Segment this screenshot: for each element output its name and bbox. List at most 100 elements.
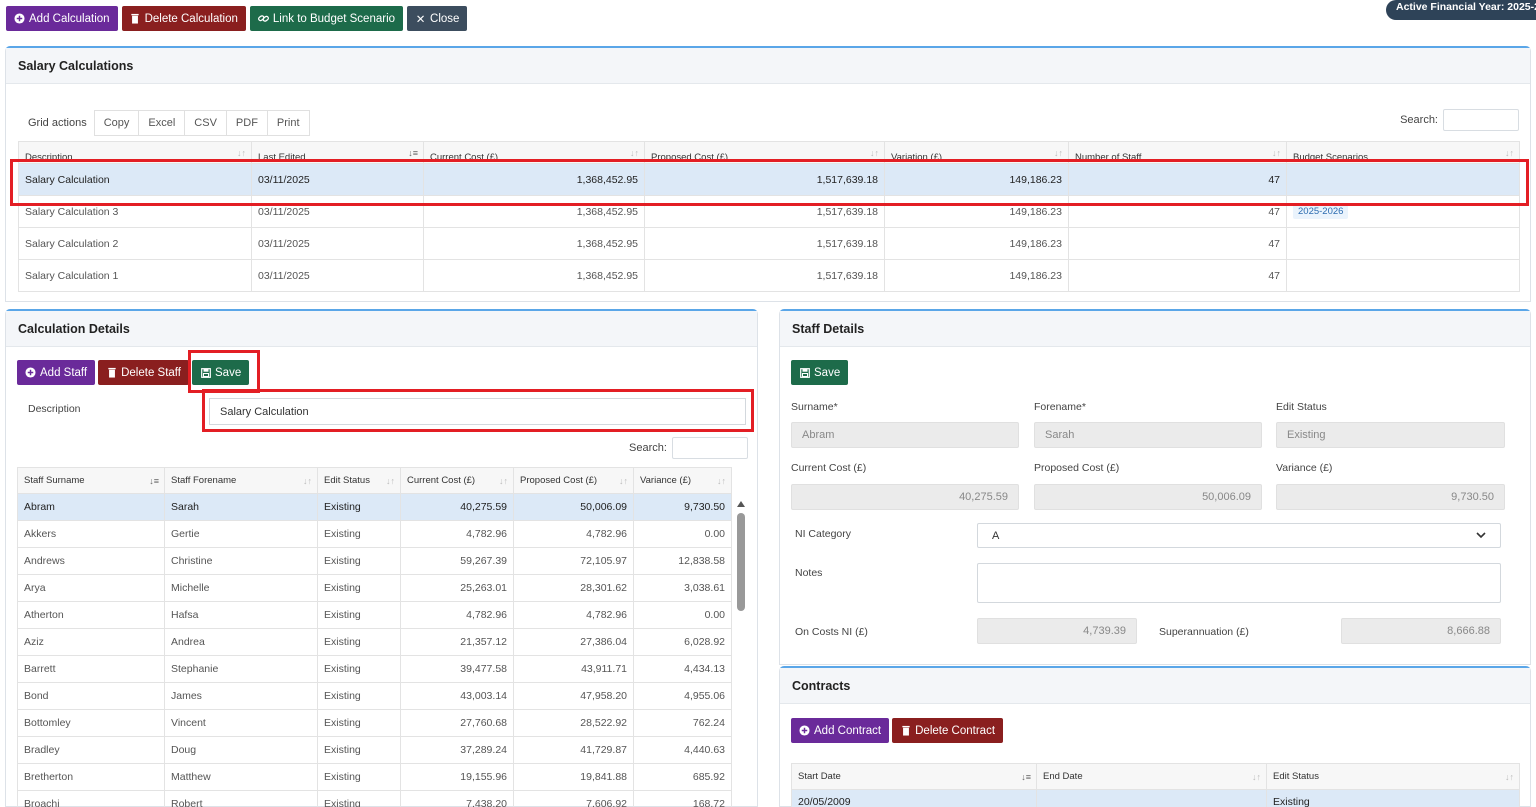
budget-scenario-badge[interactable]: 2025-2026 [1293, 204, 1349, 219]
column-header-number-of-staff[interactable]: Number of Staff ↓↑ [1068, 141, 1287, 164]
cell-staff-forename: Doug [164, 736, 318, 764]
ni-category-select[interactable]: A [977, 523, 1501, 548]
column-header-proposed-cost[interactable]: Proposed Cost (£) ↓↑ [513, 467, 634, 494]
table-row[interactable]: Abram Sarah Existing 40,275.59 50,006.09 9,73… [17, 493, 732, 521]
cell-variance: 12,838.58 [633, 547, 732, 575]
sort-icon: ↓↑ [1252, 771, 1261, 782]
column-header-edit-status[interactable]: Edit Status ↓↑ [1266, 763, 1520, 790]
add-contract-label: Add Contract [814, 724, 882, 737]
table-row[interactable]: Broachi Robert Existing 7,438.20 7,606.92 168… [17, 790, 732, 807]
table-row[interactable]: Salary Calculation 2 03/11/2025 1,368,45… [18, 227, 1520, 260]
cell-current-cost: 7,438.20 [400, 790, 514, 807]
proposed-cost-label: Proposed Cost (£) [1034, 462, 1120, 474]
column-header-variance[interactable]: Variance (£) ↓↑ [633, 467, 732, 494]
sort-icon: ↓↑ [1505, 147, 1514, 158]
delete-staff-button[interactable]: Delete Staff [98, 360, 189, 385]
table-row[interactable]: Aziz Andrea Existing 21,357.12 27,386.04 6,02… [17, 628, 732, 656]
cell-number-of-staff: 47 [1068, 227, 1287, 260]
cell-edit-status: Existing [317, 574, 401, 602]
cell-edit-status: Existing [317, 709, 401, 737]
column-header-current-cost[interactable]: Current Cost (£) ↓↑ [423, 141, 645, 164]
grid-action-print-button[interactable]: Print [266, 110, 310, 136]
table-row[interactable]: Bradley Doug Existing 37,289.24 41,729.87 4,4… [17, 736, 732, 764]
cell-edit-status: Existing [317, 655, 401, 683]
sort-asc-icon: ↓≡ [149, 475, 159, 486]
cell-staff-surname: Bretherton [17, 763, 165, 791]
cell-proposed-cost: 1,517,639.18 [644, 163, 885, 196]
ni-category-label: NI Category [795, 528, 852, 540]
column-header-start-date[interactable]: Start Date ↓≡ [791, 763, 1037, 790]
sort-icon: ↓↑ [303, 475, 312, 486]
table-row[interactable]: Bretherton Matthew Existing 19,155.96 19,841… [17, 763, 732, 791]
grid-action-pdf-button[interactable]: PDF [225, 110, 268, 136]
forename-field: Sarah [1034, 422, 1262, 448]
table-row[interactable]: Salary Calculation 3 03/11/2025 1,368,45… [18, 195, 1520, 228]
cell-staff-forename: James [164, 682, 318, 710]
grid-actions-label: Grid actions [28, 117, 87, 129]
table-row[interactable]: Arya Michelle Existing 25,263.01 28,301.62 3,… [17, 574, 732, 602]
column-header-description[interactable]: Description ↓↑ [18, 141, 252, 164]
table-row[interactable]: Salary Calculation 03/11/2025 1,368,452.… [18, 163, 1520, 196]
table-row[interactable]: Salary Calculation 1 03/11/2025 1,368,45… [18, 259, 1520, 292]
column-header-last-edited[interactable]: Last Edited ↓≡ [251, 141, 424, 164]
description-input[interactable]: Salary Calculation [209, 398, 746, 425]
chevron-down-icon [1476, 530, 1486, 542]
cell-staff-forename: Michelle [164, 574, 318, 602]
column-header-end-date[interactable]: End Date ↓↑ [1036, 763, 1267, 790]
column-header-edit-status[interactable]: Edit Status ↓↑ [317, 467, 401, 494]
calculation-details-title: Calculation Details [6, 311, 757, 347]
column-header-staff-forename[interactable]: Staff Forename ↓↑ [164, 467, 318, 494]
column-header-staff-surname[interactable]: Staff Surname ↓≡ [17, 467, 165, 494]
staff-table-scrollbar[interactable] [735, 497, 747, 807]
save-staff-button[interactable]: Save [791, 360, 849, 385]
table-row[interactable]: 20/05/2009 Existing [791, 789, 1520, 807]
table-row[interactable]: Andrews Christine Existing 59,267.39 72,105.… [17, 547, 732, 575]
close-icon: ✕ [415, 13, 426, 26]
grid-action-csv-button[interactable]: CSV [184, 110, 227, 136]
superannuation-field: 8,666.88 [1341, 618, 1501, 644]
staff-search-label: Search: [629, 442, 667, 454]
cell-current-cost: 37,289.24 [400, 736, 514, 764]
cell-description: Salary Calculation 3 [18, 195, 252, 228]
sort-desc-icon: ↓≡ [408, 147, 418, 158]
cell-staff-surname: Broachi [17, 790, 165, 807]
salary-search-input[interactable] [1443, 109, 1519, 131]
cell-budget-scenarios [1286, 259, 1520, 292]
column-header-current-cost[interactable]: Current Cost (£) ↓↑ [400, 467, 514, 494]
trash-icon [106, 367, 117, 378]
notes-textarea[interactable] [977, 563, 1501, 603]
staff-search-input[interactable] [671, 437, 748, 459]
column-header-variation[interactable]: Variation (£) ↓↑ [884, 141, 1069, 164]
contracts-panel: Contracts Add Contract Delete Contract S… [779, 666, 1531, 807]
description-label: Description [28, 403, 81, 415]
cell-current-cost: 1,368,452.95 [423, 227, 645, 260]
grid-action-copy-button[interactable]: Copy [93, 110, 140, 136]
table-row[interactable]: Bottomley Vincent Existing 27,760.68 28,522.… [17, 709, 732, 737]
cell-proposed-cost: 41,729.87 [513, 736, 634, 764]
column-header-budget-scenarios[interactable]: Budget Scenarios ↓↑ [1286, 141, 1520, 164]
table-row[interactable]: Akkers Gertie Existing 4,782.96 4,782.96 0.00 [17, 520, 732, 548]
scroll-up-icon[interactable] [737, 501, 745, 507]
link-budget-scenario-button[interactable]: Link to Budget Scenario [249, 6, 404, 31]
table-row[interactable]: Bond James Existing 43,003.14 47,958.20 4,955… [17, 682, 732, 710]
add-contract-button[interactable]: Add Contract [791, 718, 890, 743]
table-row[interactable]: Barrett Stephanie Existing 39,477.58 43,911.… [17, 655, 732, 683]
cell-proposed-cost: 4,782.96 [513, 520, 634, 548]
cell-current-cost: 27,760.68 [400, 709, 514, 737]
close-button[interactable]: ✕ Close [407, 6, 468, 31]
save-calculation-button[interactable]: Save [192, 360, 250, 385]
grid-action-excel-button[interactable]: Excel [138, 110, 186, 136]
cell-variance: 9,730.50 [633, 493, 732, 521]
add-calculation-button[interactable]: Add Calculation [6, 6, 118, 31]
cell-variance: 0.00 [633, 601, 732, 629]
table-row[interactable]: Atherton Hafsa Existing 4,782.96 4,782.96 0.0… [17, 601, 732, 629]
contracts-title: Contracts [780, 668, 1530, 704]
delete-contract-button[interactable]: Delete Contract [892, 718, 1004, 743]
column-header-proposed-cost[interactable]: Proposed Cost (£) ↓↑ [644, 141, 885, 164]
save-staff-label: Save [814, 366, 841, 379]
add-staff-button[interactable]: Add Staff [17, 360, 96, 385]
delete-calculation-button[interactable]: Delete Calculation [121, 6, 246, 31]
cell-staff-forename: Gertie [164, 520, 318, 548]
scrollbar-thumb[interactable] [737, 513, 745, 611]
plus-circle-icon [25, 367, 36, 378]
